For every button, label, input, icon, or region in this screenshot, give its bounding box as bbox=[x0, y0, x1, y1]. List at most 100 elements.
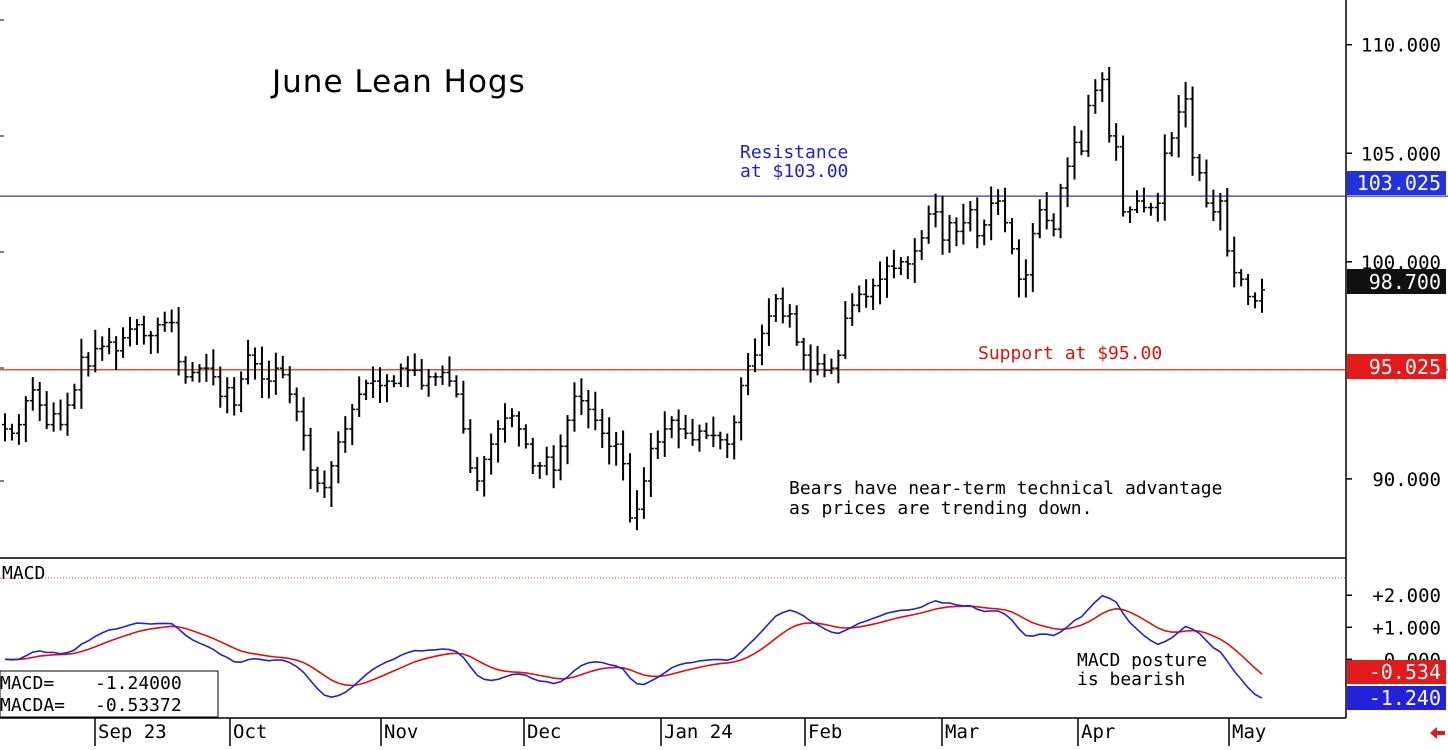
resistance-price-label: 103.025 bbox=[1357, 171, 1441, 195]
ohlc-bar bbox=[606, 417, 613, 465]
ohlc-bar bbox=[203, 353, 210, 382]
ohlc-bar bbox=[793, 305, 800, 346]
x-tick-label: Mar bbox=[945, 721, 979, 743]
ohlc-bar bbox=[397, 363, 404, 387]
x-axis-labels: Sep 23 Oct Nov Dec Jan 24 Feb Mar Apr May bbox=[94, 718, 1266, 746]
ohlc-bar bbox=[550, 445, 557, 489]
ohlc-bar bbox=[1238, 269, 1245, 287]
ohlc-bar bbox=[2, 413, 8, 442]
ohlc-bar bbox=[1085, 94, 1092, 157]
macd-readout-value: -1.24000 bbox=[95, 673, 182, 694]
ohlc-bar bbox=[1196, 154, 1203, 182]
price-tick-label: 100.000 bbox=[1361, 252, 1441, 274]
ohlc-bar bbox=[592, 391, 599, 431]
ohlc-bar bbox=[849, 293, 856, 327]
ohlc-bar bbox=[710, 416, 717, 448]
ohlc-bar bbox=[15, 414, 22, 445]
ohlc-bar bbox=[578, 378, 585, 416]
macd-value-label: -1.240 bbox=[1369, 686, 1441, 710]
ohlc-bar bbox=[772, 294, 779, 322]
ohlc-bar bbox=[967, 201, 974, 232]
ohlc-bar bbox=[842, 301, 849, 359]
ohlc-bar bbox=[467, 419, 474, 474]
ohlc-bar bbox=[786, 304, 793, 328]
ohlc-bar bbox=[356, 376, 363, 417]
ohlc-bar bbox=[863, 279, 870, 308]
macd-tick-label: +1.000 bbox=[1372, 617, 1441, 639]
ohlc-bar bbox=[238, 371, 245, 413]
ohlc-bar bbox=[571, 382, 578, 432]
ohlc-bar bbox=[196, 364, 203, 383]
ohlc-bar bbox=[474, 456, 481, 492]
ohlc-bar bbox=[328, 461, 335, 507]
ohlc-bar bbox=[383, 374, 390, 403]
ohlc-bar bbox=[1252, 292, 1259, 309]
ohlc-bar bbox=[370, 366, 377, 398]
ohlc-bar bbox=[189, 361, 196, 382]
ohlc-bar bbox=[974, 197, 981, 249]
ohlc-bar bbox=[536, 462, 543, 479]
ohlc-bar bbox=[92, 329, 99, 373]
chart-title: June Lean Hogs bbox=[270, 64, 526, 100]
ohlc-bar bbox=[439, 365, 446, 385]
ohlc-bar bbox=[1189, 86, 1196, 176]
price-y-ticks: 110.000 105.000 100.000 90.000 bbox=[0, 19, 1441, 491]
ohlc-bar bbox=[175, 306, 182, 376]
x-tick-label: Oct bbox=[233, 721, 267, 743]
ohlc-bar bbox=[1008, 218, 1015, 255]
ohlc-bar bbox=[154, 317, 161, 354]
price-tick-label: 110.000 bbox=[1361, 35, 1441, 57]
ohlc-bar bbox=[724, 433, 731, 459]
ohlc-bar bbox=[113, 336, 120, 371]
ohlc-bar bbox=[647, 433, 654, 498]
ohlc-bar bbox=[738, 377, 745, 441]
ohlc-bar bbox=[918, 230, 925, 260]
ohlc-bar bbox=[50, 402, 57, 432]
macd-series-line bbox=[4, 594, 1263, 699]
ohlc-bar bbox=[460, 380, 467, 434]
ohlc-bar bbox=[342, 416, 349, 453]
ohlc-bar bbox=[821, 353, 828, 378]
ohlc-bar bbox=[43, 391, 50, 430]
resistance-annotation-line1: Resistance bbox=[740, 142, 848, 163]
ohlc-bar bbox=[1043, 191, 1050, 230]
scroll-left-arrow-icon[interactable] bbox=[1430, 727, 1445, 739]
macd-panel-label: MACD bbox=[2, 563, 45, 584]
support-price-label: 95.025 bbox=[1369, 355, 1441, 379]
ohlc-bar bbox=[245, 339, 252, 385]
x-tick-label: Nov bbox=[384, 721, 418, 743]
ohlc-bar bbox=[404, 356, 411, 388]
ohlc-bar bbox=[1036, 199, 1043, 239]
ohlc-bar bbox=[1147, 202, 1154, 216]
ohlc-bar bbox=[835, 349, 842, 384]
ohlc-bar bbox=[1217, 192, 1224, 231]
ohlc-bar bbox=[661, 411, 668, 457]
ohlc-bar bbox=[890, 249, 897, 279]
ohlc-bar bbox=[272, 352, 279, 395]
ohlc-bar bbox=[953, 217, 960, 247]
ohlc-bar bbox=[307, 427, 314, 490]
ohlc-bar bbox=[71, 383, 78, 410]
ohlc-bar bbox=[814, 345, 821, 376]
ohlc-bar bbox=[807, 344, 814, 383]
ohlc-bar bbox=[1078, 130, 1085, 156]
resistance-price-box bbox=[1347, 171, 1446, 195]
ohlc-bar bbox=[939, 195, 946, 255]
ohlc-bar bbox=[800, 337, 807, 371]
ohlc-bar bbox=[1140, 187, 1147, 213]
ohlc-bar bbox=[57, 399, 64, 431]
macd-readout-label: MACD= bbox=[0, 673, 54, 694]
ohlc-bar bbox=[140, 315, 147, 345]
ohlc-bar bbox=[515, 411, 522, 447]
ohlc-bar bbox=[828, 358, 835, 375]
ohlc-bar bbox=[1029, 222, 1036, 293]
ohlc-bar bbox=[252, 347, 259, 380]
ohlc-bar bbox=[981, 219, 988, 246]
last-price-label: 98.700 bbox=[1369, 270, 1441, 294]
ohlc-bar bbox=[654, 430, 661, 459]
ohlc-bar bbox=[217, 366, 224, 408]
ohlc-bar bbox=[1231, 236, 1238, 288]
ohlc-bar bbox=[453, 375, 460, 398]
ohlc-bar bbox=[1168, 132, 1175, 157]
ohlc-bar bbox=[752, 338, 759, 373]
